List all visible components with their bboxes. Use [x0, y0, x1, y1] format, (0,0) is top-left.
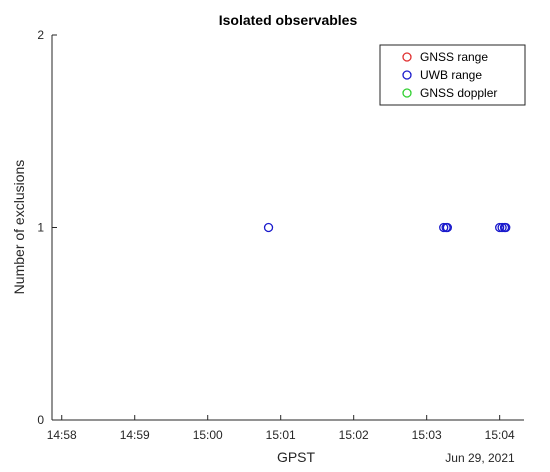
data-point [495, 222, 505, 233]
legend-items: GNSS range UWB range GNSS doppler [402, 50, 497, 100]
y-tick-label: 1 [37, 221, 44, 235]
points-layer [263, 222, 511, 233]
y-tick-label: 0 [37, 413, 44, 427]
x-tick-label: 15:01 [266, 428, 296, 442]
x-tick-label: 15:00 [193, 428, 223, 442]
legend-box [379, 44, 526, 106]
legend-label: UWB range [420, 68, 482, 82]
data-point [501, 222, 511, 233]
y-axis-label: Number of exclusions [11, 160, 27, 295]
ticks-layer: 14:58 14:59 15:00 15:01 15:02 15:03 15:04 0 1 2 [37, 28, 515, 442]
data-point [263, 222, 274, 233]
x-axis-label: GPST [277, 449, 316, 465]
legend-label: GNSS range [420, 50, 488, 64]
x-tick-label: 15:04 [485, 428, 515, 442]
legend-marker [402, 52, 412, 62]
x-tick-label: 14:59 [120, 428, 150, 442]
data-point [439, 222, 449, 233]
y-tick-label: 2 [37, 28, 44, 42]
legend-marker [402, 88, 412, 98]
x-tick-label: 14:58 [47, 428, 77, 442]
data-point [497, 222, 507, 233]
legend: GNSS range UWB range GNSS doppler [379, 44, 526, 106]
legend-marker [402, 70, 412, 80]
legend-label: GNSS doppler [420, 86, 497, 100]
x-tick-label: 15:03 [412, 428, 442, 442]
chart-title: Isolated observables [219, 12, 358, 28]
x-tick-label: 15:02 [339, 428, 369, 442]
date-label: Jun 29, 2021 [445, 451, 515, 465]
data-point [442, 222, 453, 233]
